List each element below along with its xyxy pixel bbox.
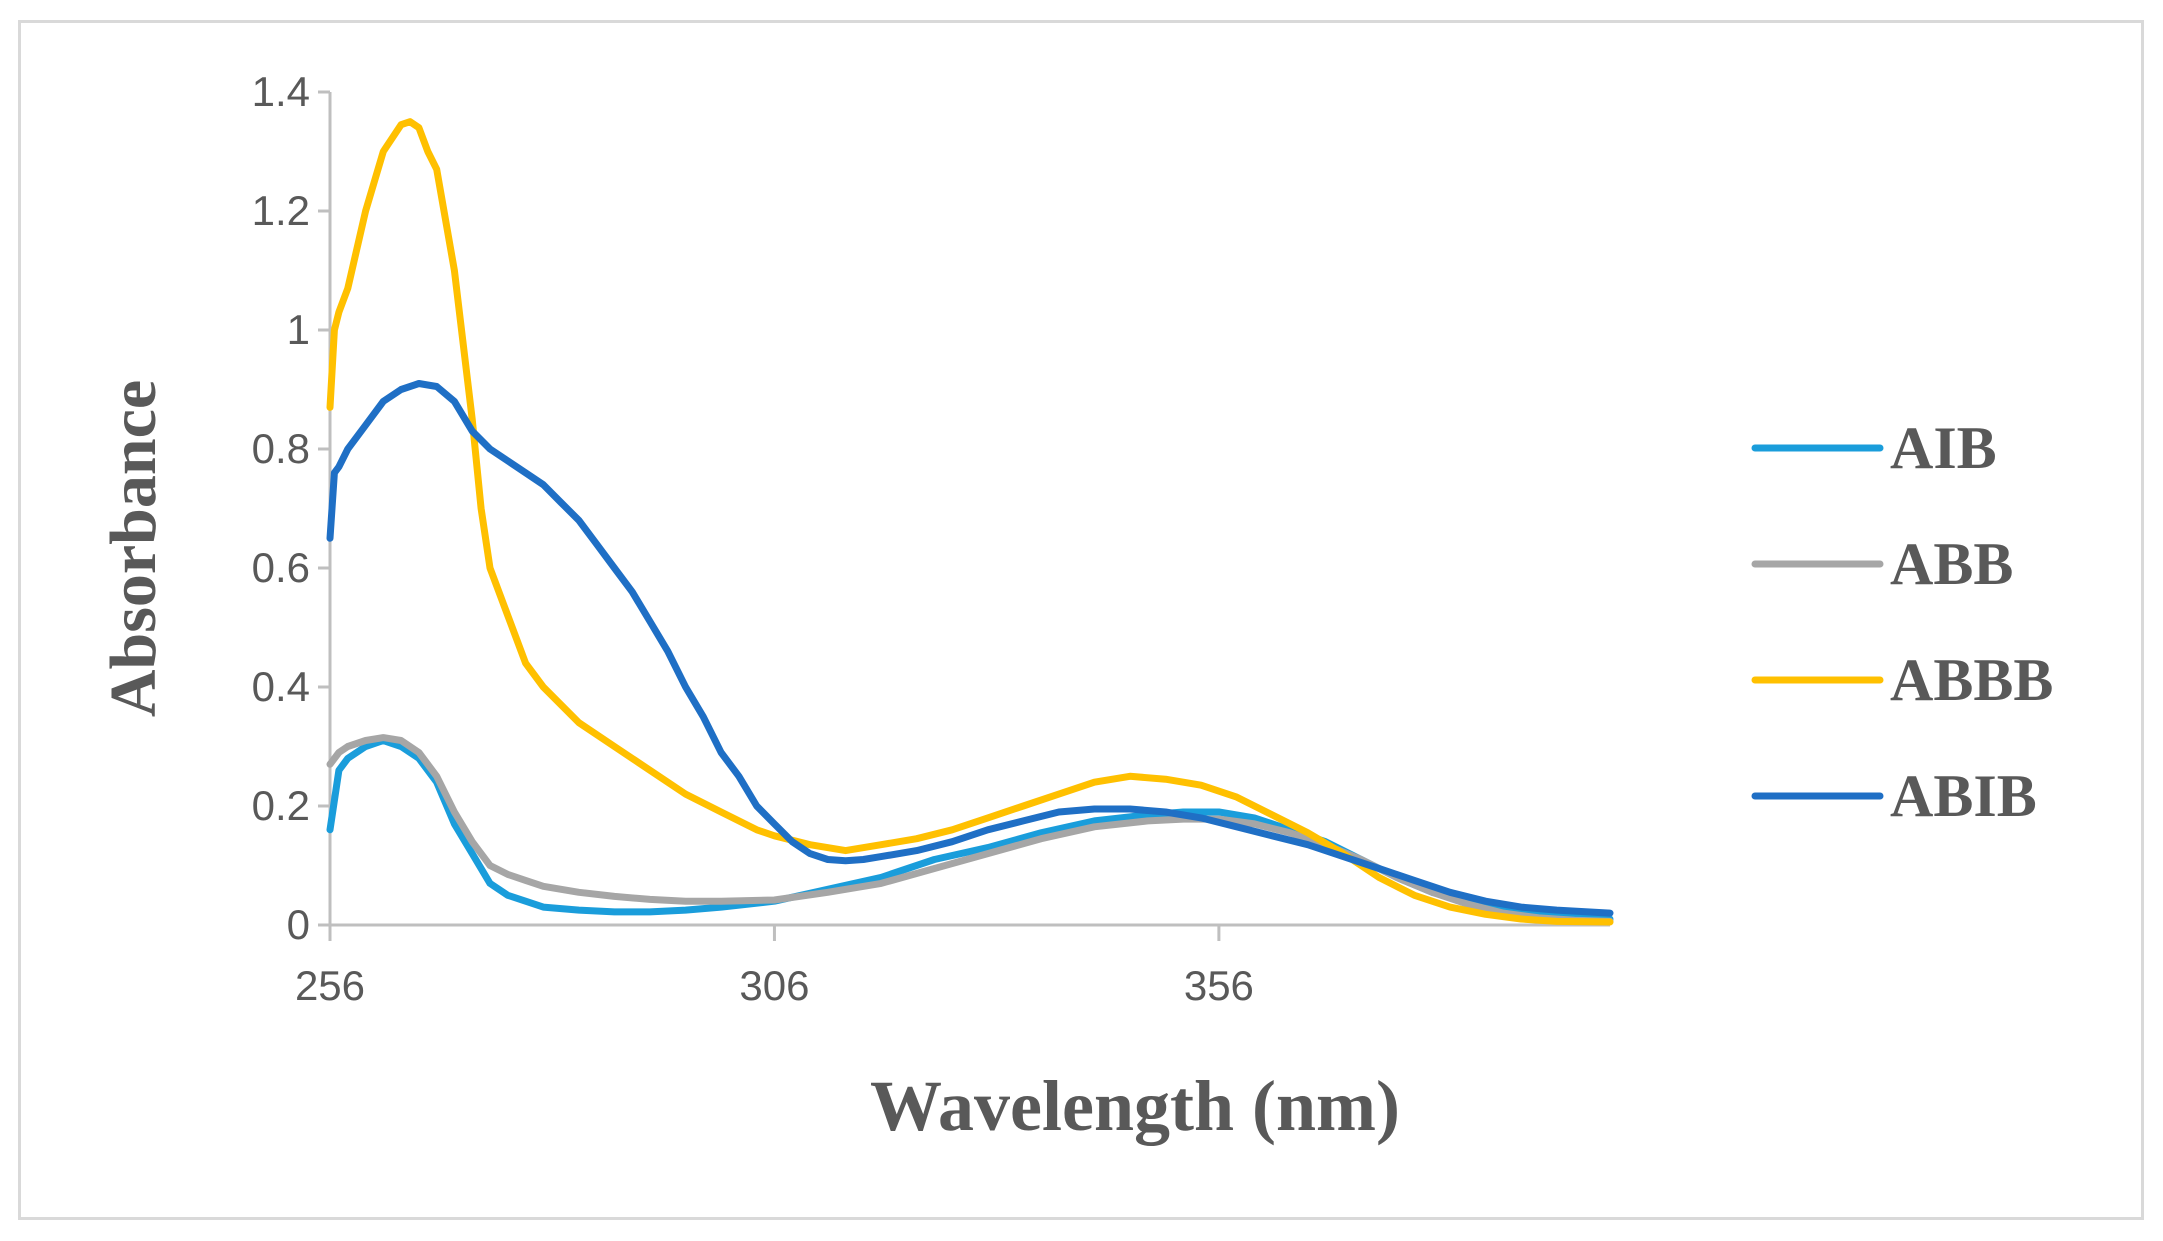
y-tick-label: 0 — [287, 901, 310, 948]
axes — [328, 92, 1610, 927]
y-tick-label: 1 — [287, 306, 310, 353]
legend-label: AIB — [1890, 415, 1997, 481]
series-line-abib — [326, 380, 1614, 917]
legend-item-aib: AIB — [1751, 415, 1997, 481]
series-line-aib — [326, 737, 1614, 923]
y-axis-title: Absorbance — [97, 380, 170, 717]
legend-item-abbb: ABBB — [1751, 647, 2053, 713]
series-lines — [326, 118, 1614, 926]
chart-frame — [18, 20, 2144, 1220]
series-line-abbb — [326, 118, 1614, 926]
legend-item-abib: ABIB — [1751, 763, 2037, 829]
legend-label: ABIB — [1890, 763, 2037, 829]
y-tick-label: 1.2 — [252, 187, 310, 234]
x-tick-label: 306 — [739, 962, 809, 1009]
y-tick-label: 0.8 — [252, 425, 310, 472]
legend: AIB ABB ABBB ABIB — [1751, 415, 2053, 829]
legend-label: ABB — [1890, 531, 2013, 597]
y-tick-label: 0.2 — [252, 782, 310, 829]
x-tick-label: 256 — [295, 962, 365, 1009]
legend-item-abb: ABB — [1751, 531, 2013, 597]
x-tick-label: 356 — [1184, 962, 1254, 1009]
y-tick-label: 1.4 — [252, 68, 310, 115]
x-axis-title: Wavelength (nm) — [870, 1066, 1400, 1146]
ticks: 0 0.2 0.4 0.6 0.8 1 1.2 1.4 256 306 356 — [252, 68, 1254, 1009]
legend-label: ABBB — [1890, 647, 2053, 713]
y-tick-label: 0.4 — [252, 663, 310, 710]
y-tick-label: 0.6 — [252, 544, 310, 591]
